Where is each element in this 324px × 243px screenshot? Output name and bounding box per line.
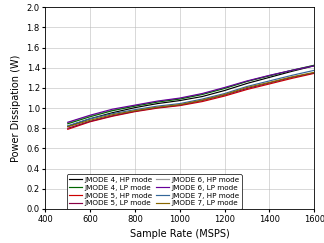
X-axis label: Sample Rate (MSPS): Sample Rate (MSPS) (130, 229, 230, 239)
Legend: JMODE 4, HP mode, JMODE 4, LP mode, JMODE 5, HP mode, JMODE 5, LP mode, JMODE 6,: JMODE 4, HP mode, JMODE 4, LP mode, JMOD… (67, 174, 242, 209)
Y-axis label: Power Dissipation (W): Power Dissipation (W) (11, 54, 21, 162)
